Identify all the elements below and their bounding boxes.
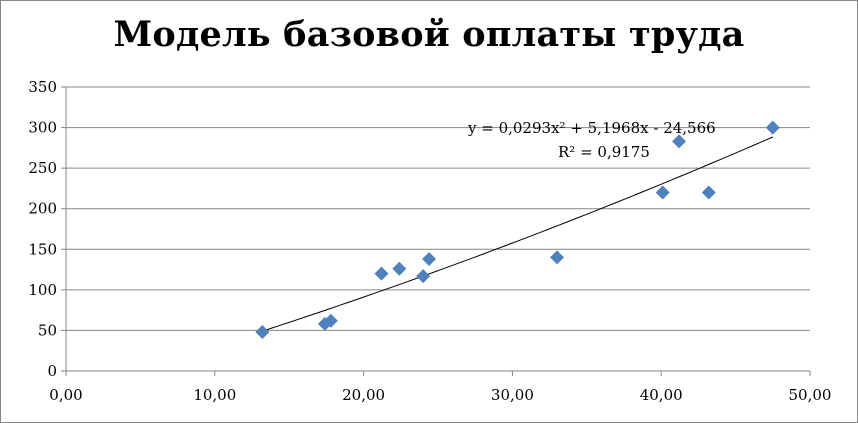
y-tick-label: 0: [47, 362, 57, 380]
data-point: [701, 185, 716, 200]
y-tick-label: 350: [28, 78, 57, 96]
y-tick-label: 300: [28, 119, 57, 137]
data-point: [765, 120, 780, 135]
data-point: [374, 266, 389, 281]
data-point: [416, 269, 431, 284]
y-tick-label: 100: [28, 281, 57, 299]
data-point: [550, 250, 565, 265]
data-point: [392, 261, 407, 276]
x-tick-label: 0,00: [49, 386, 82, 404]
y-tick-label: 150: [28, 240, 57, 258]
chart-title: Модель базовой оплаты труда: [113, 14, 745, 55]
y-tick-label: 50: [38, 321, 57, 339]
x-tick-label: 20,00: [342, 386, 385, 404]
data-point: [672, 134, 687, 149]
trendline-equation: y = 0,0293x² + 5,1968x - 24,566: [467, 119, 716, 137]
x-tick-label: 50,00: [789, 386, 832, 404]
data-point: [422, 252, 437, 267]
x-tick-label: 10,00: [193, 386, 236, 404]
x-tick-label: 30,00: [491, 386, 534, 404]
data-point: [323, 313, 338, 328]
trendline: [262, 136, 773, 332]
data-point: [255, 325, 270, 340]
y-tick-label: 200: [28, 200, 57, 218]
x-tick-label: 40,00: [640, 386, 683, 404]
y-tick-label: 250: [28, 159, 57, 177]
trendline-r2: R² = 0,9175: [558, 143, 650, 161]
data-point: [655, 185, 670, 200]
